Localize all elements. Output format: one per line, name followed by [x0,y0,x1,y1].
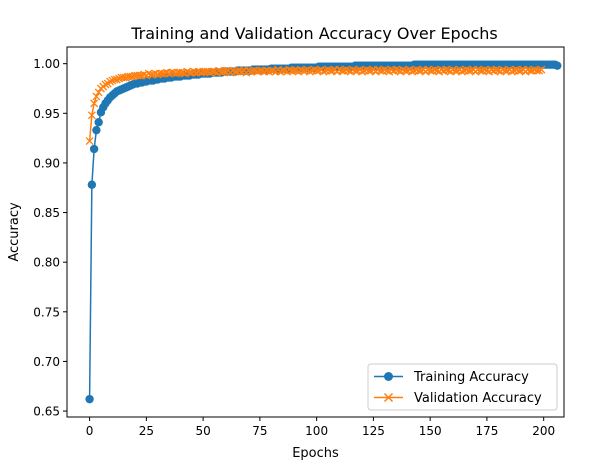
data-point-validation-accuracy [85,137,94,146]
data-point-validation-accuracy [537,65,546,74]
data-point-validation-accuracy [106,77,114,86]
data-point-training-accuracy [553,61,562,70]
x-axis: 0 25 50 75 100 125 150 175 200 [86,417,555,438]
chart-title: Training and Validation Accuracy Over Ep… [130,24,498,43]
x-tick-label: 200 [532,424,555,438]
data-point-validation-accuracy [101,80,110,89]
x-tick-label: 0 [86,424,94,438]
x-tick-label: 175 [475,424,498,438]
series-validation-accuracy [85,65,546,146]
plot-area [85,60,562,404]
data-point-validation-accuracy [507,67,516,76]
x-tick-label: 25 [139,424,154,438]
data-point-validation-accuracy [92,92,101,101]
legend-training-label: Training Accuracy [413,370,529,385]
data-point-validation-accuracy [112,75,121,84]
y-tick-label: 0.80 [33,256,60,270]
legend-box [367,363,558,411]
data-point-training-accuracy [85,394,94,404]
data-point-validation-accuracy [457,67,466,76]
data-point-validation-accuracy [94,88,103,97]
data-point-training-accuracy [89,144,99,154]
data-point-validation-accuracy [342,65,351,74]
x-tick-label: 125 [362,424,385,438]
data-point-validation-accuracy [430,65,439,74]
y-axis-label: Accuracy [7,202,22,262]
y-tick-label: 0.95 [33,107,60,121]
y-axis: 0.65 0.70 0.75 0.80 0.85 0.90 0.95 1.00 [33,57,67,419]
data-point-validation-accuracy [442,65,451,74]
legend: Training Accuracy Validation Accuracy [367,363,558,411]
data-point-validation-accuracy [87,111,96,120]
legend-validation-label: Validation Accuracy [414,391,542,406]
y-tick-label: 0.90 [33,156,60,170]
data-point-validation-accuracy [358,67,367,76]
series-layer [85,60,562,404]
y-tick-label: 0.70 [33,355,60,369]
x-tick-label: 100 [305,424,328,438]
data-point-validation-accuracy [408,67,416,76]
y-tick-label: 0.65 [33,405,60,419]
data-point-validation-accuracy [305,67,314,76]
data-point-training-accuracy [92,125,101,135]
data-point-validation-accuracy [380,65,389,74]
data-point-validation-accuracy [319,67,328,76]
data-point-validation-accuracy [535,66,544,75]
data-point-validation-accuracy [480,65,489,74]
x-tick-label: 50 [195,424,210,438]
y-tick-label: 1.00 [33,57,60,71]
x-axis-label: Epochs [292,446,339,461]
axes-frame [66,46,565,418]
y-tick-label: 0.75 [33,305,60,319]
data-point-training-accuracy [87,180,97,189]
data-point-validation-accuracy [90,99,99,108]
data-point-validation-accuracy [392,65,401,74]
data-point-validation-accuracy [492,65,500,74]
data-point-training-accuracy [94,118,103,127]
x-tick-label: 75 [252,424,267,438]
legend-training-marker [384,372,393,381]
legend-validation-marker [383,392,394,403]
x-tick-label: 150 [419,424,442,438]
y-tick-label: 0.85 [33,206,60,220]
